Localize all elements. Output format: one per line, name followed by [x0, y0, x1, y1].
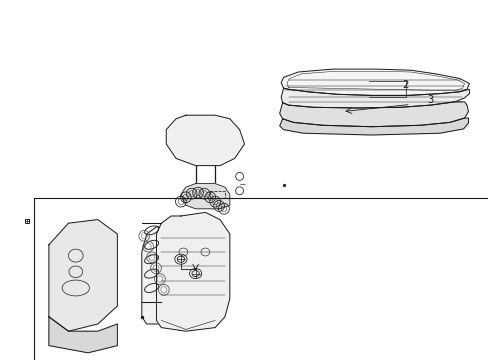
Polygon shape [279, 102, 468, 127]
Polygon shape [49, 317, 117, 353]
Polygon shape [49, 220, 117, 331]
Text: 2: 2 [402, 80, 408, 90]
Polygon shape [166, 115, 244, 166]
Polygon shape [281, 69, 468, 95]
Polygon shape [142, 227, 185, 324]
Polygon shape [181, 184, 229, 209]
Polygon shape [281, 88, 468, 108]
Text: 3: 3 [427, 95, 432, 105]
Polygon shape [156, 212, 229, 331]
Polygon shape [279, 118, 468, 135]
